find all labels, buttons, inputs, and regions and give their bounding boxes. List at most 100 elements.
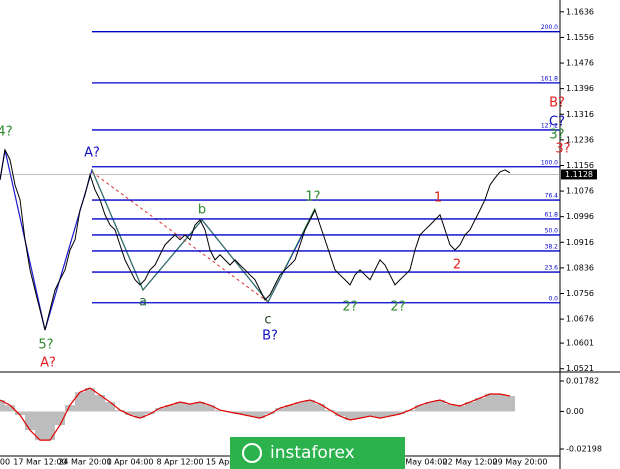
y-tick-label: 1.1076 xyxy=(566,187,594,196)
osc-bar xyxy=(495,394,505,412)
osc-bar xyxy=(125,411,135,416)
x-tick-label: 29 May 20:00 xyxy=(493,458,548,467)
osc-bar xyxy=(395,411,405,415)
osc-bar xyxy=(455,405,465,412)
x-tick-label: 22 May 12:00 xyxy=(443,458,498,467)
osc-bar xyxy=(435,399,445,412)
osc-tick-label: -0.02198 xyxy=(566,445,602,454)
fib-label: 127.2 xyxy=(541,122,558,129)
fib-label: 161.8 xyxy=(541,75,558,82)
osc-tick-label: 0.00 xyxy=(566,407,584,416)
y-tick-label: 1.0996 xyxy=(566,212,594,221)
osc-bar xyxy=(285,405,295,412)
x-tick-label: 24 Mar 20:00 xyxy=(58,458,111,467)
wave-label: 4? xyxy=(0,125,13,140)
osc-bar xyxy=(295,402,305,412)
fib-label: 76.4 xyxy=(545,193,559,200)
osc-bar xyxy=(155,408,165,412)
current-price-label: 1.1128 xyxy=(565,170,593,179)
osc-tick-label: 0.01782 xyxy=(566,376,599,385)
fib-label: 100.0 xyxy=(541,159,558,166)
x-tick-label: 00 xyxy=(0,458,10,467)
wave-label: c xyxy=(264,313,271,328)
y-tick-label: 1.0521 xyxy=(566,364,594,373)
osc-bar xyxy=(375,411,385,419)
wave-label: 1 xyxy=(434,191,442,206)
wave-label: 2? xyxy=(342,300,357,315)
oscillator-panel: 0.01782 0.00 -0.02198 xyxy=(0,376,602,454)
osc-bar xyxy=(385,411,395,417)
wave-label: b xyxy=(198,203,206,218)
osc-bar xyxy=(465,402,475,412)
y-tick-label: 1.1236 xyxy=(566,135,594,144)
y-tick-label: 1.1636 xyxy=(566,7,594,16)
osc-bar xyxy=(315,404,325,412)
osc-bar xyxy=(35,411,45,441)
osc-bar xyxy=(445,404,455,412)
osc-bar xyxy=(485,394,495,412)
logo-icon xyxy=(242,443,262,463)
wave-label: 1? xyxy=(305,190,320,205)
fib-label: 38.2 xyxy=(545,243,559,250)
fib-label: 23.6 xyxy=(545,265,559,272)
fib-label: 50.0 xyxy=(545,227,559,234)
osc-bar xyxy=(355,411,365,419)
fib-label: 200.0 xyxy=(541,24,558,31)
y-tick-label: 1.0601 xyxy=(566,339,594,348)
osc-bar xyxy=(15,411,25,416)
osc-bar xyxy=(255,411,265,419)
y-tick-label: 1.0836 xyxy=(566,263,594,272)
osc-bar xyxy=(45,411,55,441)
osc-bar xyxy=(5,405,15,412)
wave-label: a xyxy=(139,295,147,310)
y-tick-label: 1.0756 xyxy=(566,289,594,298)
y-tick-label: 1.1156 xyxy=(566,161,594,170)
wave-label: 2 xyxy=(453,258,461,273)
osc-bar xyxy=(245,411,255,417)
osc-signal-line xyxy=(0,387,511,441)
osc-bar xyxy=(25,411,35,431)
osc-bar xyxy=(415,405,425,412)
osc-bar xyxy=(95,395,105,412)
osc-bar xyxy=(425,402,435,412)
osc-bar xyxy=(0,399,5,412)
y-tick-label: 1.1476 xyxy=(566,59,594,68)
osc-bar xyxy=(265,411,275,415)
osc-bar xyxy=(305,399,315,412)
wave-label: B? xyxy=(262,329,278,344)
x-tick-label: 8 Apr 12:00 xyxy=(156,458,203,467)
wave-label: B? xyxy=(549,96,565,111)
osc-bar xyxy=(145,411,155,415)
osc-bar xyxy=(275,408,285,412)
x-tick-label: 17 Mar 12:00 xyxy=(13,458,66,467)
wave-label: 3? xyxy=(555,142,570,157)
y-tick-label: 1.0676 xyxy=(566,315,594,324)
osc-bar xyxy=(65,405,75,412)
y-tick-label: 1.1556 xyxy=(566,33,594,42)
channel-line xyxy=(91,171,269,303)
wave-label: A? xyxy=(40,356,56,371)
logo-text: instaforex xyxy=(270,443,355,463)
osc-bar xyxy=(85,388,95,412)
osc-bar xyxy=(235,411,245,415)
logo-box xyxy=(230,437,405,469)
osc-bar xyxy=(505,396,515,412)
osc-bar xyxy=(75,392,85,412)
wave-label: 3? xyxy=(549,128,564,143)
wave-label: A? xyxy=(84,146,100,161)
osc-bar xyxy=(105,402,115,412)
y-tick-label: 1.0916 xyxy=(566,238,594,247)
y-tick-label: 1.1316 xyxy=(566,110,594,119)
x-tick-label: 15 May 04:00 xyxy=(393,458,448,467)
osc-bar xyxy=(475,398,485,412)
fib-label: 0.0 xyxy=(548,295,558,302)
wave-label: 5? xyxy=(38,338,53,353)
osc-bar xyxy=(175,402,185,412)
osc-bar xyxy=(335,411,345,417)
price-panel: 1.1636 1.1556 1.1476 1.1396 1.1316 1.1236 1.11… xyxy=(0,7,597,467)
osc-bar xyxy=(195,402,205,412)
y-tick-label: 1.1396 xyxy=(566,84,594,93)
osc-bar xyxy=(115,410,125,412)
osc-bar xyxy=(405,410,415,412)
